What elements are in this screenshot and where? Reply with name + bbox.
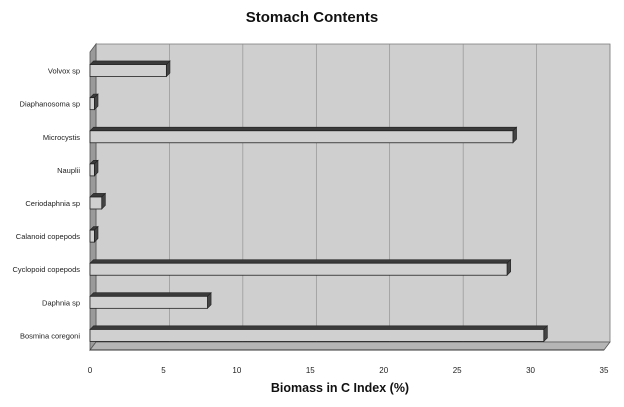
category-label: Diaphanosoma sp bbox=[20, 100, 80, 109]
category-label: Calanoid copepods bbox=[16, 232, 80, 241]
bar-front-face bbox=[89, 130, 514, 144]
category-label: Microcystis bbox=[43, 133, 80, 142]
bar bbox=[89, 258, 512, 276]
bar bbox=[89, 325, 549, 343]
bar-front-face bbox=[89, 97, 95, 111]
bar bbox=[89, 93, 99, 111]
tick-label: 20 bbox=[379, 366, 388, 375]
gridlines bbox=[169, 44, 611, 342]
bar bbox=[89, 192, 107, 210]
category-axis-labels: Volvox sp Diaphanosoma sp Microcystis Naupl… bbox=[12, 67, 80, 341]
bar-top-face bbox=[89, 126, 518, 132]
bar-front-face bbox=[89, 262, 508, 276]
x-axis-title: Biomass in C Index (%) bbox=[271, 381, 409, 395]
bars bbox=[89, 60, 549, 343]
category-label: Volvox sp bbox=[48, 67, 80, 76]
bar-top-face bbox=[89, 259, 512, 264]
category-label: Ceriodaphnia sp bbox=[25, 199, 80, 208]
tick-label: 0 bbox=[88, 366, 93, 375]
bar-top-face bbox=[89, 325, 549, 330]
category-label: Daphnia sp bbox=[42, 298, 80, 307]
bar bbox=[89, 225, 99, 243]
tick-label: 10 bbox=[232, 366, 241, 375]
category-label: Cyclopoid copepods bbox=[12, 265, 80, 274]
tick-label: 35 bbox=[600, 366, 609, 375]
bar bbox=[89, 126, 518, 144]
plot-floor bbox=[89, 341, 611, 351]
category-label: Bosmina coregoni bbox=[20, 331, 80, 340]
bar-front-face bbox=[89, 196, 103, 210]
bar-front-face bbox=[89, 329, 545, 342]
bar-front-face bbox=[89, 163, 95, 177]
category-label: Nauplii bbox=[57, 166, 80, 175]
bar-front-face bbox=[89, 229, 95, 243]
bar-front-face bbox=[89, 295, 208, 309]
bar bbox=[89, 60, 171, 78]
tick-label: 25 bbox=[453, 366, 462, 375]
bar-front-face bbox=[89, 64, 167, 77]
bar-top-face bbox=[89, 60, 171, 65]
tick-label: 15 bbox=[306, 366, 315, 375]
bar bbox=[89, 292, 212, 310]
value-axis-tick-labels: 0 5 10 15 20 25 30 35 bbox=[88, 366, 609, 375]
bar bbox=[89, 159, 99, 177]
chart-title: Stomach Contents bbox=[246, 9, 379, 26]
tick-label: 30 bbox=[526, 366, 535, 375]
bar-top-face bbox=[89, 292, 212, 297]
tick-label: 5 bbox=[161, 366, 166, 375]
